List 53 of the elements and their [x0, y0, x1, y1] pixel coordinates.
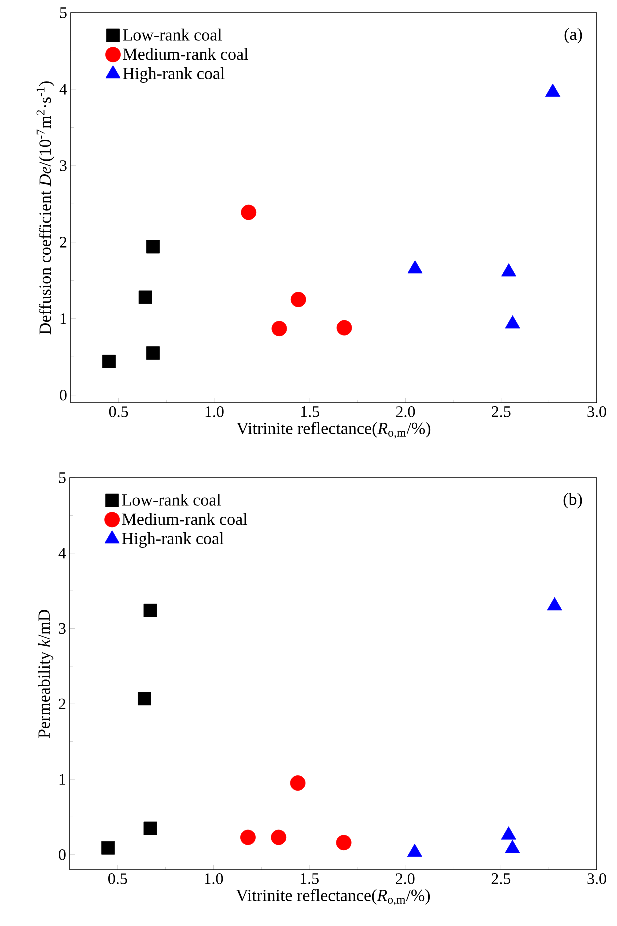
x-tick-label: 2.5 — [492, 406, 511, 418]
y-tick-label: 2 — [60, 237, 67, 248]
point — [102, 355, 116, 368]
point — [144, 822, 158, 836]
x-tick-label: 1.0 — [205, 874, 224, 884]
legend-label: Low-rank coal — [123, 28, 222, 41]
point — [290, 292, 306, 308]
y-axis-title: Permeability k/mD — [38, 610, 54, 738]
y-tick-label: 5 — [59, 472, 66, 484]
x-tick-label: 1.0 — [206, 406, 224, 418]
point — [241, 204, 257, 220]
y-tick-label: 4 — [58, 548, 66, 559]
x-axis-title: Vitrinite reflectance(R$_{o,m}$/%) — [236, 422, 431, 439]
point — [336, 320, 352, 336]
legend-label: Medium-rank coal — [123, 48, 248, 60]
y-tick-label: 4 — [60, 84, 68, 95]
point — [146, 240, 160, 254]
point — [272, 321, 288, 337]
x-tick-label: 2.0 — [396, 874, 415, 884]
y-tick-label: 0 — [60, 390, 67, 401]
x-tick-label: 1.5 — [300, 874, 319, 884]
x-axis-title: Vitrinite reflectance(R$_{o,m}$/%) — [236, 889, 430, 906]
y-tick-label: 0 — [59, 850, 66, 860]
y-tick-label: 5 — [60, 8, 67, 18]
legend-label: High-rank coal — [123, 67, 225, 83]
y-tick-label: 3 — [59, 623, 66, 634]
legend-label: High-rank coal — [122, 532, 224, 548]
x-tick-label: 3.0 — [588, 874, 606, 884]
x-tick-label: 0.5 — [109, 406, 128, 418]
x-tick-label: 3.0 — [588, 406, 606, 418]
x-tick-label: 2.5 — [492, 874, 511, 884]
point — [146, 346, 160, 360]
point — [138, 692, 152, 706]
point — [144, 604, 158, 618]
y-tick-label: 2 — [59, 698, 66, 710]
legend-label: Low-rank coal — [122, 494, 222, 506]
point — [290, 776, 306, 791]
point — [336, 835, 352, 851]
annotation: (b) — [564, 493, 582, 509]
point — [102, 841, 116, 855]
point — [271, 830, 287, 846]
y-tick-label: 3 — [60, 160, 67, 172]
annotation: (a) — [564, 28, 582, 44]
x-tick-label: 2.0 — [396, 406, 416, 418]
point — [545, 84, 561, 97]
point — [138, 290, 152, 304]
legend-label: Medium-rank coal — [122, 513, 248, 526]
point — [240, 830, 256, 846]
x-tick-label: 0.5 — [108, 874, 128, 884]
text: Deffusion coefficient De/(10$^{-7}$m$^{2}$·s$^{-1}$) — [36, 82, 55, 335]
y-tick-label: 1 — [60, 774, 66, 785]
y-tick-label: 1 — [60, 314, 67, 324]
x-tick-label: 1.5 — [302, 406, 320, 418]
